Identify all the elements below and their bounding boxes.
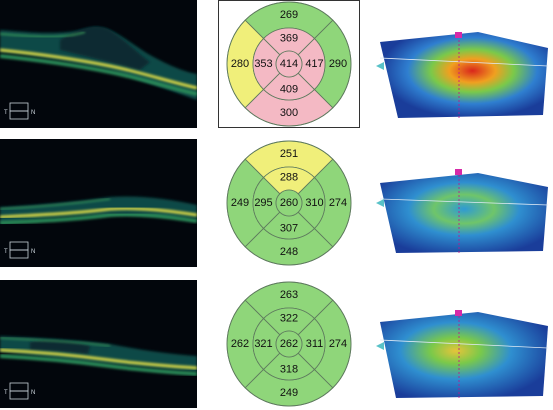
topo-marker-top <box>455 310 462 316</box>
inner-nasal-value: 310 <box>305 197 323 209</box>
inner-inferior-value: 307 <box>280 223 298 235</box>
topo-surface <box>380 32 548 118</box>
center-value: 262 <box>280 338 298 350</box>
nfl-band <box>0 337 111 347</box>
choroid-band <box>0 212 197 225</box>
oct-scan-graphic: T N <box>0 139 197 267</box>
inner-inferior-value: 409 <box>280 84 298 96</box>
nfl-band <box>0 31 86 38</box>
rpe-band <box>0 48 197 90</box>
outer-temporal-value: 262 <box>231 338 249 350</box>
outer-ring-border <box>226 281 352 407</box>
topo-surface-graphic <box>376 169 549 255</box>
etdrs-grid: 269 369 280 353 300 409 290 417 414 <box>218 0 360 128</box>
oct-bscan-image: T N <box>0 280 197 408</box>
oct-scan-graphic: T N <box>0 0 197 128</box>
thickness-map-2: 251 288 249 295 248 307 274 310 260 <box>218 139 360 267</box>
outer-nasal-value: 274 <box>329 338 347 350</box>
inner-temporal-value: 295 <box>254 197 272 209</box>
topo-marker-side <box>376 342 384 350</box>
outer-ring-border <box>226 140 352 266</box>
orientation-temporal-label: T <box>4 390 8 396</box>
orientation-box: T N <box>4 382 35 400</box>
choroid-band <box>0 54 197 96</box>
rpe-band <box>0 348 197 370</box>
outer-superior-value: 251 <box>280 148 298 160</box>
center-value: 260 <box>280 197 298 209</box>
etdrs-grid: 263 322 262 321 249 318 274 311 262 <box>226 281 352 407</box>
topo-surface <box>380 173 548 253</box>
oct-bscan-image: T N <box>0 0 197 128</box>
orientation-nasal-label: N <box>31 249 35 255</box>
topo-surface-graphic <box>376 32 549 118</box>
topo-surface-graphic <box>376 310 549 398</box>
rpe-band <box>0 206 197 219</box>
panel-row-2: T N 251 288 249 295 248 307 274 310 260 <box>0 139 553 269</box>
topographic-map-3 <box>368 280 553 410</box>
topo-marker-side <box>376 199 384 207</box>
thickness-map-1: 269 369 280 353 300 409 290 417 414 <box>218 0 360 128</box>
inner-superior-value: 369 <box>280 33 298 45</box>
retina-edema-region <box>30 339 90 354</box>
orientation-nasal-label: N <box>31 390 35 396</box>
outer-superior-value: 263 <box>280 289 298 301</box>
inner-nasal-value: 417 <box>305 58 323 70</box>
orientation-temporal-label: T <box>4 110 8 116</box>
topo-surface <box>380 312 548 398</box>
outer-nasal-value: 274 <box>329 197 347 209</box>
inner-temporal-value: 321 <box>254 338 272 350</box>
inner-superior-value: 288 <box>280 172 298 184</box>
outer-temporal-value: 280 <box>231 58 249 70</box>
choroid-band <box>0 354 197 376</box>
topo-scan-line <box>379 57 549 67</box>
outer-inferior-value: 248 <box>280 246 298 258</box>
oct-bscan-image: T N <box>0 139 197 267</box>
panel-row-1: T N 269 369 280 353 300 409 290 417 414 <box>0 0 553 130</box>
topographic-map-1 <box>368 0 553 130</box>
outer-nasal-value: 290 <box>329 58 347 70</box>
etdrs-grid: 251 288 249 295 248 307 274 310 260 <box>226 140 352 266</box>
retina-edema-region <box>60 26 150 70</box>
selection-frame <box>218 0 360 128</box>
panel-row-3: T N 263 322 262 321 249 318 274 311 262 <box>0 280 553 410</box>
orientation-box: T N <box>4 102 35 120</box>
nfl-band <box>0 198 111 210</box>
outer-inferior-value: 249 <box>280 387 298 399</box>
outer-inferior-value: 300 <box>280 107 298 119</box>
outer-superior-value: 269 <box>280 9 298 21</box>
outer-temporal-value: 249 <box>231 197 249 209</box>
topo-scan-line <box>379 198 549 206</box>
inner-temporal-value: 353 <box>254 58 272 70</box>
thickness-map-3: 263 322 262 321 249 318 274 311 262 <box>218 280 360 408</box>
inner-superior-value: 322 <box>280 313 298 325</box>
center-sector <box>275 189 303 217</box>
center-value: 414 <box>280 58 298 70</box>
oct-scan-graphic: T N <box>0 280 197 408</box>
topographic-map-2 <box>368 139 553 269</box>
center-sector <box>275 50 303 78</box>
outer-ring-border <box>226 1 352 127</box>
topo-scan-line <box>379 339 549 349</box>
inner-inferior-value: 318 <box>280 364 298 376</box>
topo-marker-top <box>455 169 462 175</box>
orientation-nasal-label: N <box>31 110 35 116</box>
orientation-box: T N <box>4 241 35 259</box>
topo-marker-top <box>455 32 462 38</box>
orientation-temporal-label: T <box>4 249 8 255</box>
topo-marker-side <box>376 62 384 70</box>
center-sector <box>275 330 303 358</box>
inner-nasal-value: 311 <box>306 338 324 350</box>
